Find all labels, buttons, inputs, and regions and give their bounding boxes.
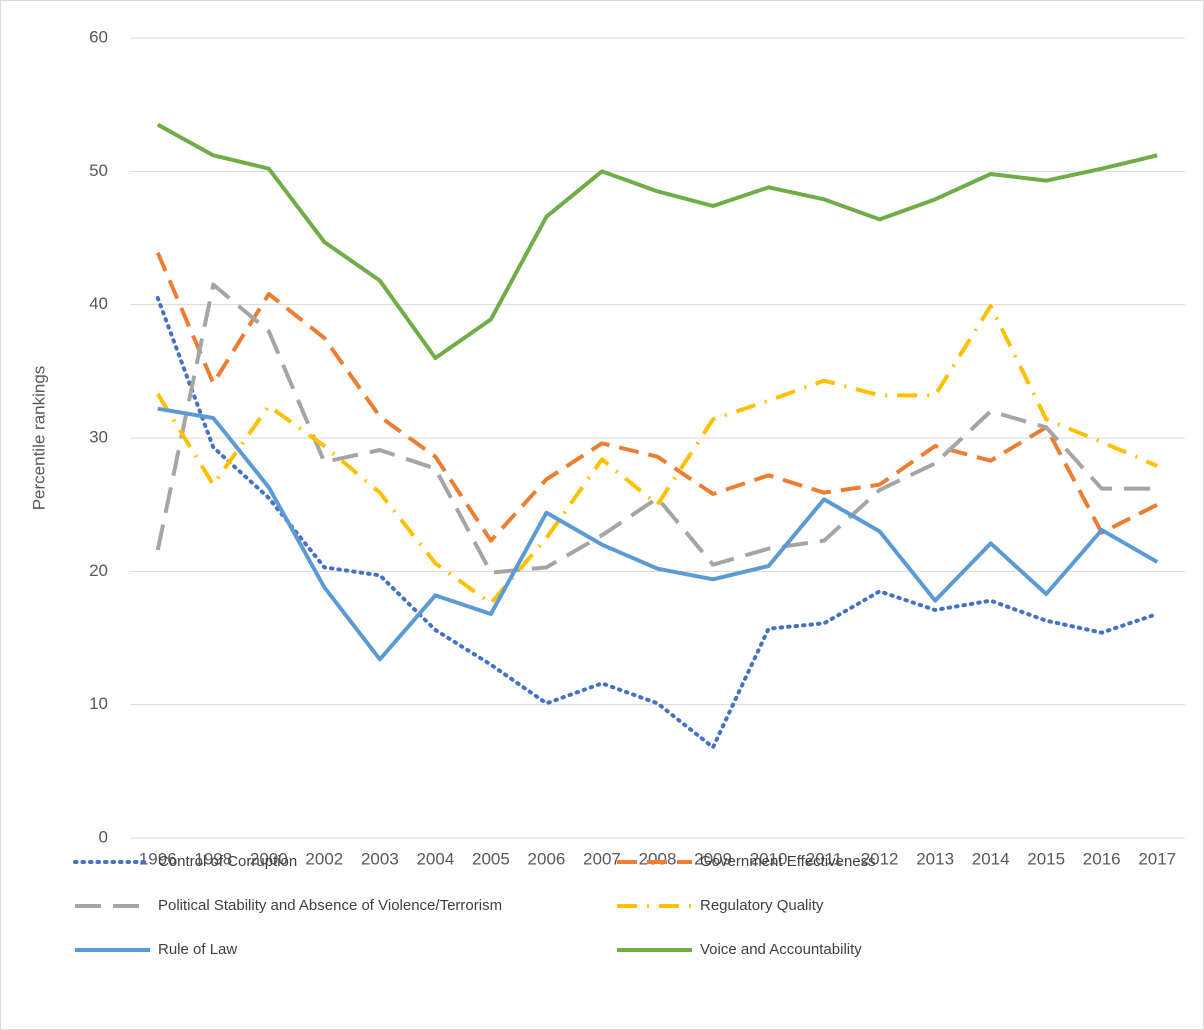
- x-tick-label: 2000: [250, 849, 288, 868]
- y-tick-label: 20: [89, 561, 108, 580]
- y-tick-label: 50: [89, 161, 108, 180]
- x-tick-label: 2005: [472, 849, 510, 868]
- x-tick-label: 2007: [583, 849, 621, 868]
- x-tick-label: 2006: [528, 849, 566, 868]
- x-tick-label: 2017: [1138, 849, 1176, 868]
- legend-label: Government Effectiveness: [700, 853, 876, 870]
- y-tick-label: 40: [89, 294, 108, 313]
- x-tick-label: 1996: [139, 849, 177, 868]
- x-tick-label: 2010: [750, 849, 788, 868]
- x-tick-label: 2016: [1083, 849, 1121, 868]
- y-tick-label: 10: [89, 694, 108, 713]
- legend-label: Political Stability and Absence of Viole…: [158, 897, 502, 914]
- x-tick-label: 2009: [694, 849, 732, 868]
- legend: Control of Corruption Government Effectiv…: [73, 853, 876, 958]
- x-tick-label: 2014: [972, 849, 1010, 868]
- legend-label: Control of Corruption: [158, 853, 297, 870]
- y-tick-label: 60: [89, 27, 108, 46]
- x-tick-label: 2002: [305, 849, 343, 868]
- x-tick-label: 1998: [194, 849, 232, 868]
- y-axis-label: Percentile rankings: [29, 366, 48, 511]
- series-line: [155, 251, 1159, 543]
- x-tick-label: 2003: [361, 849, 399, 868]
- x-tick-label: 2011: [806, 849, 843, 868]
- y-tick-label: 30: [89, 427, 108, 446]
- legend-label: Voice and Accountability: [700, 941, 862, 958]
- y-tick-label: 0: [99, 827, 108, 846]
- series-line: [156, 122, 1158, 360]
- x-tick-label: 2012: [861, 849, 899, 868]
- series-line: [156, 304, 1159, 606]
- x-tick-label: 2015: [1027, 849, 1065, 868]
- series-line: [155, 296, 1160, 750]
- x-tick-label: 2013: [916, 849, 954, 868]
- x-tick-label: 2008: [639, 849, 677, 868]
- series-line: [157, 406, 1159, 662]
- x-tick-label: 2004: [416, 849, 454, 868]
- legend-label: Rule of Law: [158, 941, 237, 958]
- legend-label: Regulatory Quality: [700, 897, 824, 914]
